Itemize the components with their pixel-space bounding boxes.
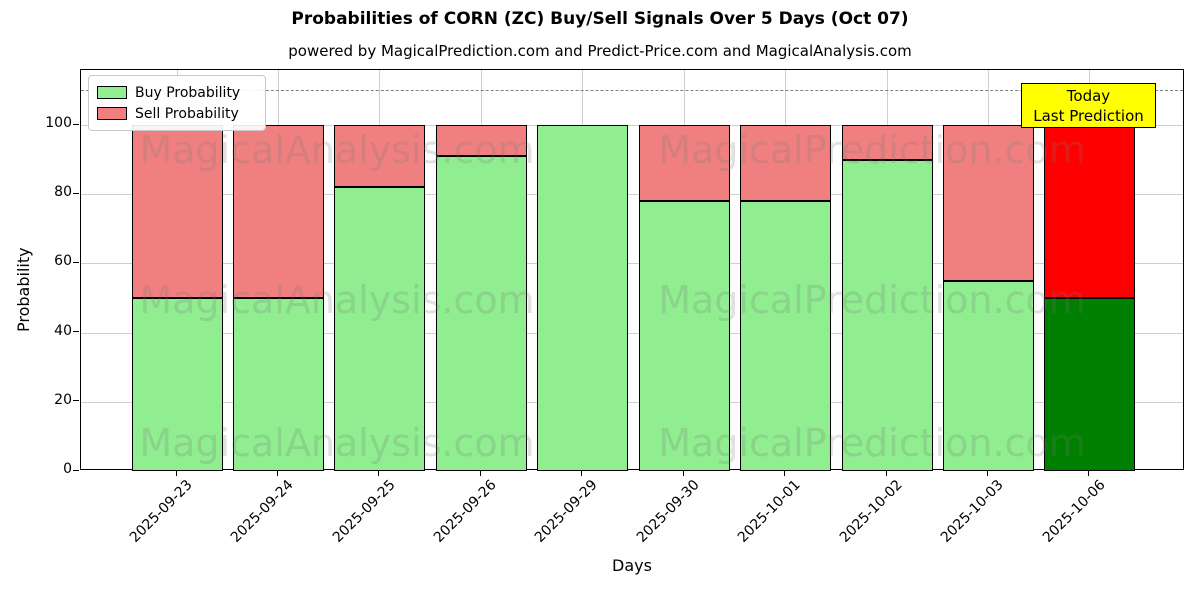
bar-sell-segment [943,125,1035,281]
x-tick-label: 2025-10-02 [836,477,906,546]
x-axis-label: Days [612,556,652,575]
bar-buy-segment [232,298,324,471]
gridline-h [81,401,1183,403]
bar-sell-segment [638,125,730,202]
x-tick-label: 2025-10-01 [735,477,804,546]
plot-area [80,69,1184,471]
y-tick-mark [73,192,79,194]
x-tick-label: 2025-09-23 [126,477,196,546]
x-tick-mark [1088,470,1090,476]
legend: Buy Probability Sell Probability [88,75,266,131]
bar-sell-segment [1044,125,1136,298]
bar-buy-segment [334,187,426,471]
legend-label-buy: Buy Probability [135,84,241,101]
bar-buy-segment [638,201,730,471]
today-annotation-line1: Today [1066,86,1111,105]
bar-sell-segment [232,125,324,298]
dashed-threshold-line [81,90,1183,92]
chart-title: Probabilities of CORN (ZC) Buy/Sell Sign… [291,9,909,29]
chart-subtitle: powered by MagicalPrediction.com and Pre… [288,42,912,60]
x-tick-mark [276,470,278,476]
legend-label-sell: Sell Probability [135,105,239,122]
bar-sell-segment [841,125,933,160]
bar-buy-segment [841,159,933,471]
y-tick-label: 60 [54,253,72,270]
gridline-h [81,125,1183,126]
x-tick-mark [987,470,989,476]
legend-item-buy: Buy Probability [97,82,257,103]
x-tick-mark [885,470,887,476]
gridline-h [81,332,1183,334]
bar-buy-segment [435,156,527,471]
y-tick-mark [73,123,79,125]
x-tick-mark [682,470,684,476]
x-tick-mark [175,470,177,476]
bar-buy-segment [131,298,223,471]
x-tick-label: 2025-10-06 [1039,477,1109,546]
y-tick-label: 0 [63,461,72,477]
bar-sell-segment [740,125,832,202]
x-tick-label: 2025-09-26 [430,477,500,546]
buy-swatch-icon [97,86,127,99]
bar-sell-segment [435,125,527,157]
y-tick-mark [73,469,79,471]
x-tick-mark [479,470,481,476]
bar-buy-segment [943,280,1035,471]
bar-buy-segment [1044,298,1136,471]
x-tick-label: 2025-10-03 [937,477,1007,546]
y-tick-mark [73,331,79,333]
bar-sell-segment [131,125,223,298]
y-tick-label: 40 [54,322,72,339]
sell-swatch-icon [97,107,127,120]
y-tick-mark [73,400,79,402]
gridline-h [81,263,1183,265]
bar-buy-segment [740,201,832,471]
x-tick-label: 2025-09-30 [633,477,703,546]
x-tick-mark [581,470,583,476]
bar-buy-segment [537,125,629,471]
today-annotation-line2: Last Prediction [1033,106,1144,125]
today-annotation: Today Last Prediction [1021,83,1156,128]
x-tick-label: 2025-09-29 [532,477,602,546]
y-tick-label: 100 [45,115,72,131]
legend-item-sell: Sell Probability [97,103,257,124]
x-tick-mark [784,470,786,476]
gridline-h [81,194,1183,196]
y-tick-label: 80 [54,184,72,201]
x-tick-label: 2025-09-25 [329,477,399,546]
y-tick-mark [73,261,79,263]
x-tick-mark [378,470,380,476]
bar-sell-segment [334,125,426,188]
x-tick-label: 2025-09-24 [227,477,297,546]
y-tick-label: 20 [54,391,72,408]
